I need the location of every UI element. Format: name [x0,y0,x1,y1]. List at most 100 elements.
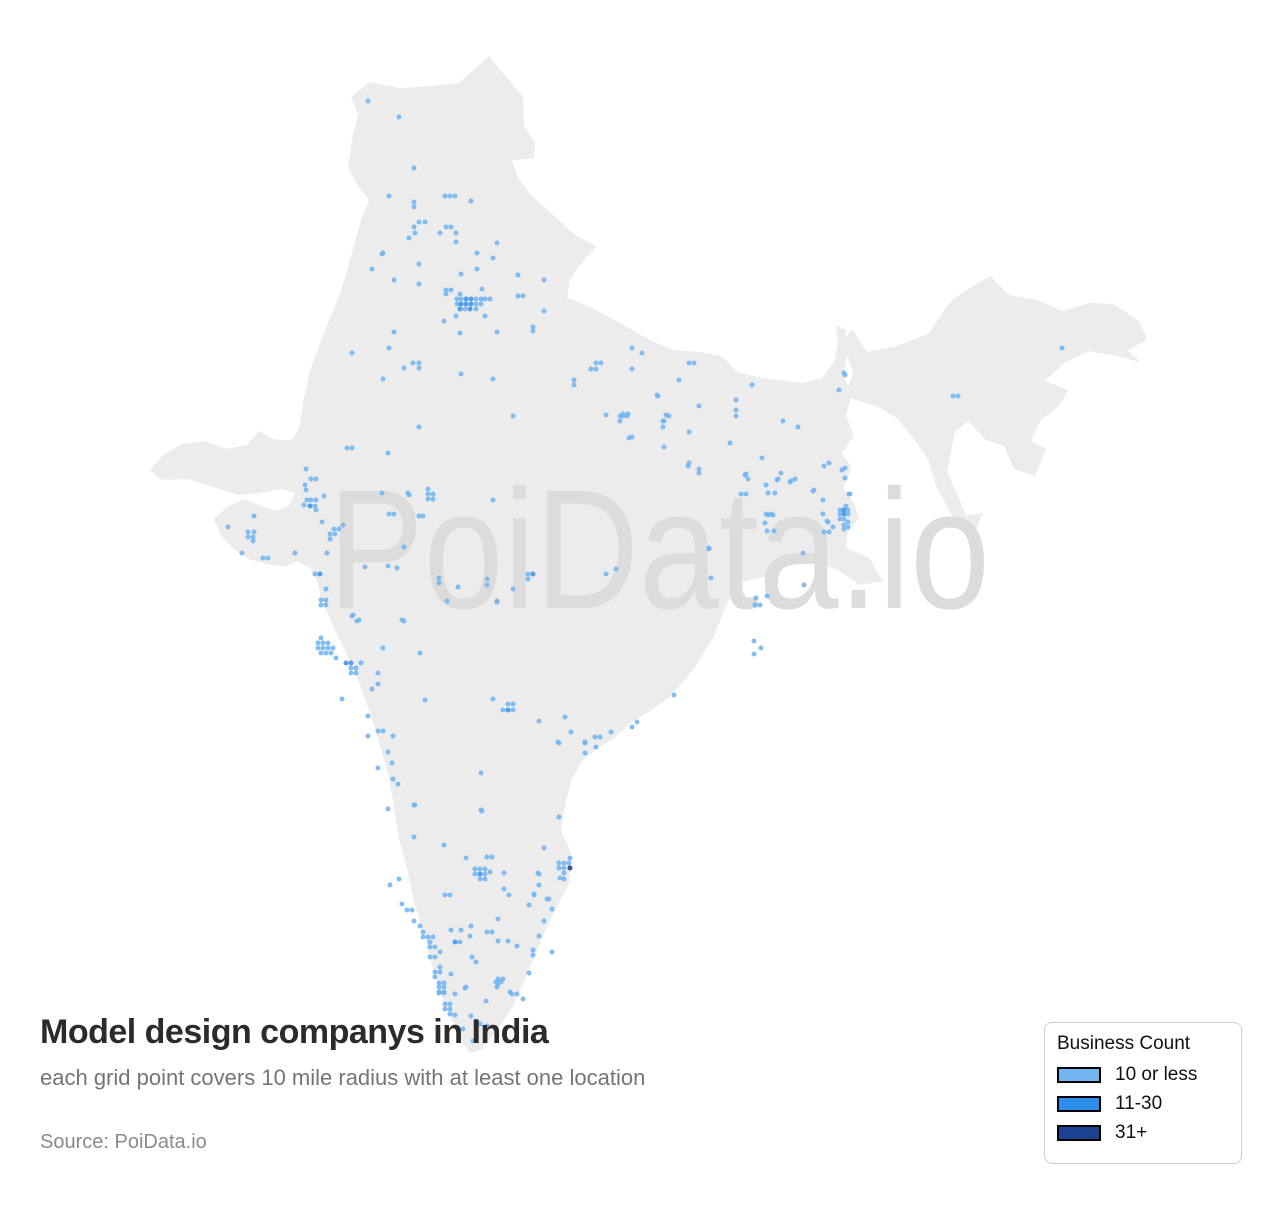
business-dot [530,324,536,330]
business-dot [336,526,342,532]
business-dot [556,814,562,820]
business-dot [443,287,449,293]
business-dot [561,876,567,882]
business-dot [660,424,666,430]
business-dot [663,412,669,418]
business-dot [441,984,447,990]
business-dot [348,670,354,676]
business-dot [348,665,354,671]
business-dot [845,507,851,513]
business-dot [582,740,588,746]
business-dot [379,490,385,496]
business-dot [749,382,755,388]
business-dot [498,979,504,985]
business-dot [308,497,314,503]
business-dot [510,586,516,592]
business-dot [468,1013,474,1019]
business-dot [759,455,765,461]
business-dot [842,475,848,481]
legend-label: 10 or less [1115,1064,1198,1085]
business-dot [490,497,496,503]
business-dot [778,470,784,476]
business-dot [457,306,463,312]
business-dot [484,576,490,582]
business-dot [320,645,326,651]
business-dot [505,938,511,944]
business-dot [390,733,396,739]
business-dot [494,240,500,246]
watermark-text: PoiData.io [328,455,990,645]
business-dot [323,586,329,592]
business-dot [745,476,751,482]
business-dot [541,918,547,924]
legend-item: 11-30 [1057,1093,1227,1115]
business-dot [494,329,500,335]
business-dot [483,998,489,1004]
business-dot [333,655,339,661]
business-dot [432,974,438,980]
business-dot [567,865,573,871]
business-dot [416,261,422,267]
business-dot [629,366,635,372]
business-dot [482,866,488,872]
business-dot [494,984,500,990]
business-dot [411,802,417,808]
business-dot [593,744,599,750]
business-dot [386,193,392,199]
business-dot [484,929,490,935]
business-dot [603,412,609,418]
business-dot [318,650,324,656]
business-dot [458,271,464,277]
business-dot [313,497,319,503]
business-count-legend: Business Count 10 or less 11-30 31+ [1044,1022,1242,1164]
business-dot [260,555,266,561]
business-dot [556,740,562,746]
business-dot [436,575,442,581]
business-dot [825,519,831,525]
business-dot [432,944,438,950]
business-dot [820,497,826,503]
business-dot [348,660,354,666]
business-dot [432,969,438,975]
business-dot [354,618,360,624]
business-dot [490,696,496,702]
business-dot [319,519,325,525]
business-dot [593,360,599,366]
business-dot [379,251,385,257]
business-dot [442,1001,448,1007]
business-dot [775,476,781,482]
legend-title: Business Count [1057,1033,1191,1054]
business-dot [317,571,323,577]
business-dot [312,571,318,577]
business-dot [837,511,843,517]
business-dot [365,713,371,719]
business-dot [603,571,609,577]
business-dot [489,929,495,935]
business-dot [453,239,459,245]
chart-title: Model design companys in India [40,1013,549,1051]
business-dot [353,670,359,676]
business-dot [340,522,346,528]
business-dot [411,199,417,205]
business-dot [358,660,364,666]
business-dot [313,507,319,513]
business-dot [837,507,843,513]
business-dot [617,418,623,424]
business-dot [477,871,483,877]
business-dot [752,602,758,608]
business-dot [447,892,453,898]
business-dot [608,729,614,735]
business-dot [597,734,603,740]
business-dot [469,954,475,960]
business-dot [613,566,619,572]
business-dot [332,531,338,537]
business-dot [562,714,568,720]
business-dot [396,876,402,882]
business-dot [478,301,484,307]
business-dot [436,580,442,586]
business-dot [566,860,572,866]
business-dot [453,313,459,319]
business-dot [245,534,251,540]
business-dot [514,991,520,997]
business-dot [417,923,423,929]
